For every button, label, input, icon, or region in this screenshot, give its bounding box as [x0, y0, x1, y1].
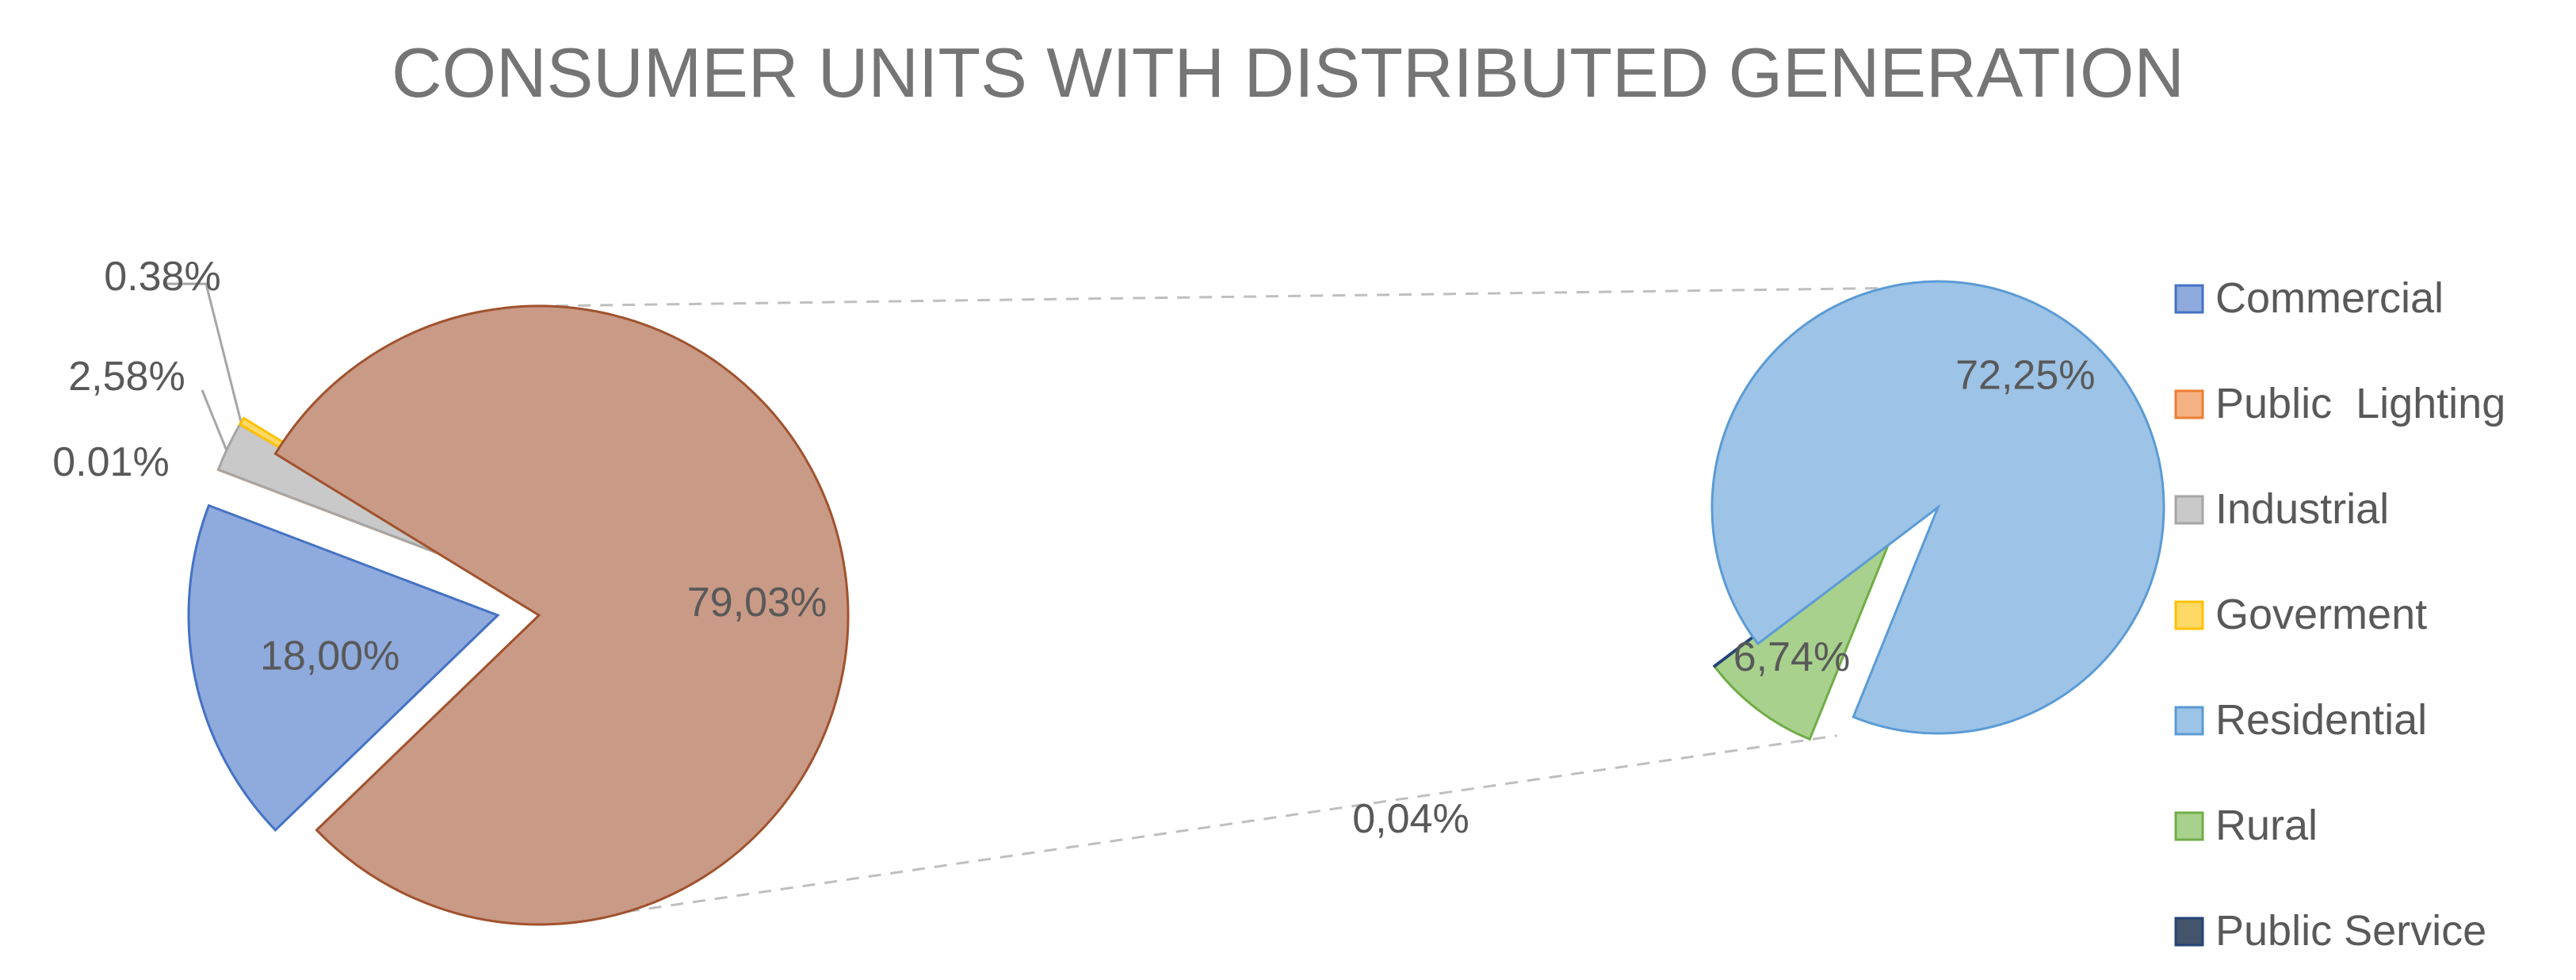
slice-commercial: [187, 503, 500, 833]
connector-top: [533, 286, 1884, 308]
primary-pie: [187, 304, 850, 926]
legend-item-goverment: Goverment: [2174, 591, 2427, 638]
leader-goverment: [166, 282, 243, 426]
legend-label-rural: Rural: [2215, 802, 2318, 849]
legend-label-commercial: Commercial: [2215, 274, 2444, 322]
legend: Commercial Public Lighting Industrial Gover…: [2174, 274, 2505, 955]
slice-other: [273, 304, 850, 926]
legend-label-industrial: Industrial: [2215, 485, 2389, 533]
legend-label-goverment: Goverment: [2215, 591, 2427, 638]
legend-swatch-goverment: [2174, 600, 2204, 630]
slice-rural: [1713, 526, 1898, 741]
data-label-industrial: 2,58%: [68, 354, 185, 400]
data-labels: 79,03% 18,00% 72,25% 6,74% 0.38% 2,58% 0.01% 0,…: [52, 254, 2095, 842]
data-label-public-service: 0,04%: [1352, 796, 1469, 842]
slice-residential: [1710, 280, 2165, 735]
legend-item-public-service: Public Service: [2174, 907, 2486, 955]
legend-swatch-residential: [2174, 706, 2204, 736]
data-label-public-lighting: 0.01%: [52, 439, 169, 485]
legend-swatch-commercial: [2174, 284, 2204, 314]
legend-label-public-service: Public Service: [2215, 907, 2486, 955]
data-label-other: 79,03%: [687, 580, 827, 626]
connector-bottom: [538, 734, 1837, 926]
data-label-commercial: 18,00%: [260, 634, 399, 679]
legend-item-commercial: Commercial: [2174, 274, 2444, 322]
pie-connectors: [533, 286, 1884, 926]
legend-label-public-lighting: Public Lighting: [2215, 380, 2505, 427]
legend-item-public-lighting: Public Lighting: [2174, 380, 2505, 427]
legend-swatch-public-lighting: [2174, 389, 2204, 419]
data-label-goverment: 0.38%: [104, 254, 220, 300]
legend-label-residential: Residential: [2215, 696, 2427, 744]
legend-item-industrial: Industrial: [2174, 485, 2389, 533]
secondary-pie: [1710, 280, 2165, 741]
legend-item-rural: Rural: [2174, 802, 2318, 849]
data-label-rural: 6,74%: [1733, 634, 1850, 680]
legend-swatch-rural: [2174, 811, 2204, 841]
chart-title: CONSUMER UNITS WITH DISTRIBUTED GENERATI…: [392, 33, 2184, 112]
label-leaders: [166, 282, 243, 455]
leader-industrial: [201, 389, 230, 455]
legend-item-residential: Residential: [2174, 696, 2427, 744]
data-label-residential: 72,25%: [1955, 353, 2095, 399]
legend-swatch-industrial: [2174, 495, 2204, 525]
legend-swatch-public-service: [2174, 917, 2204, 947]
